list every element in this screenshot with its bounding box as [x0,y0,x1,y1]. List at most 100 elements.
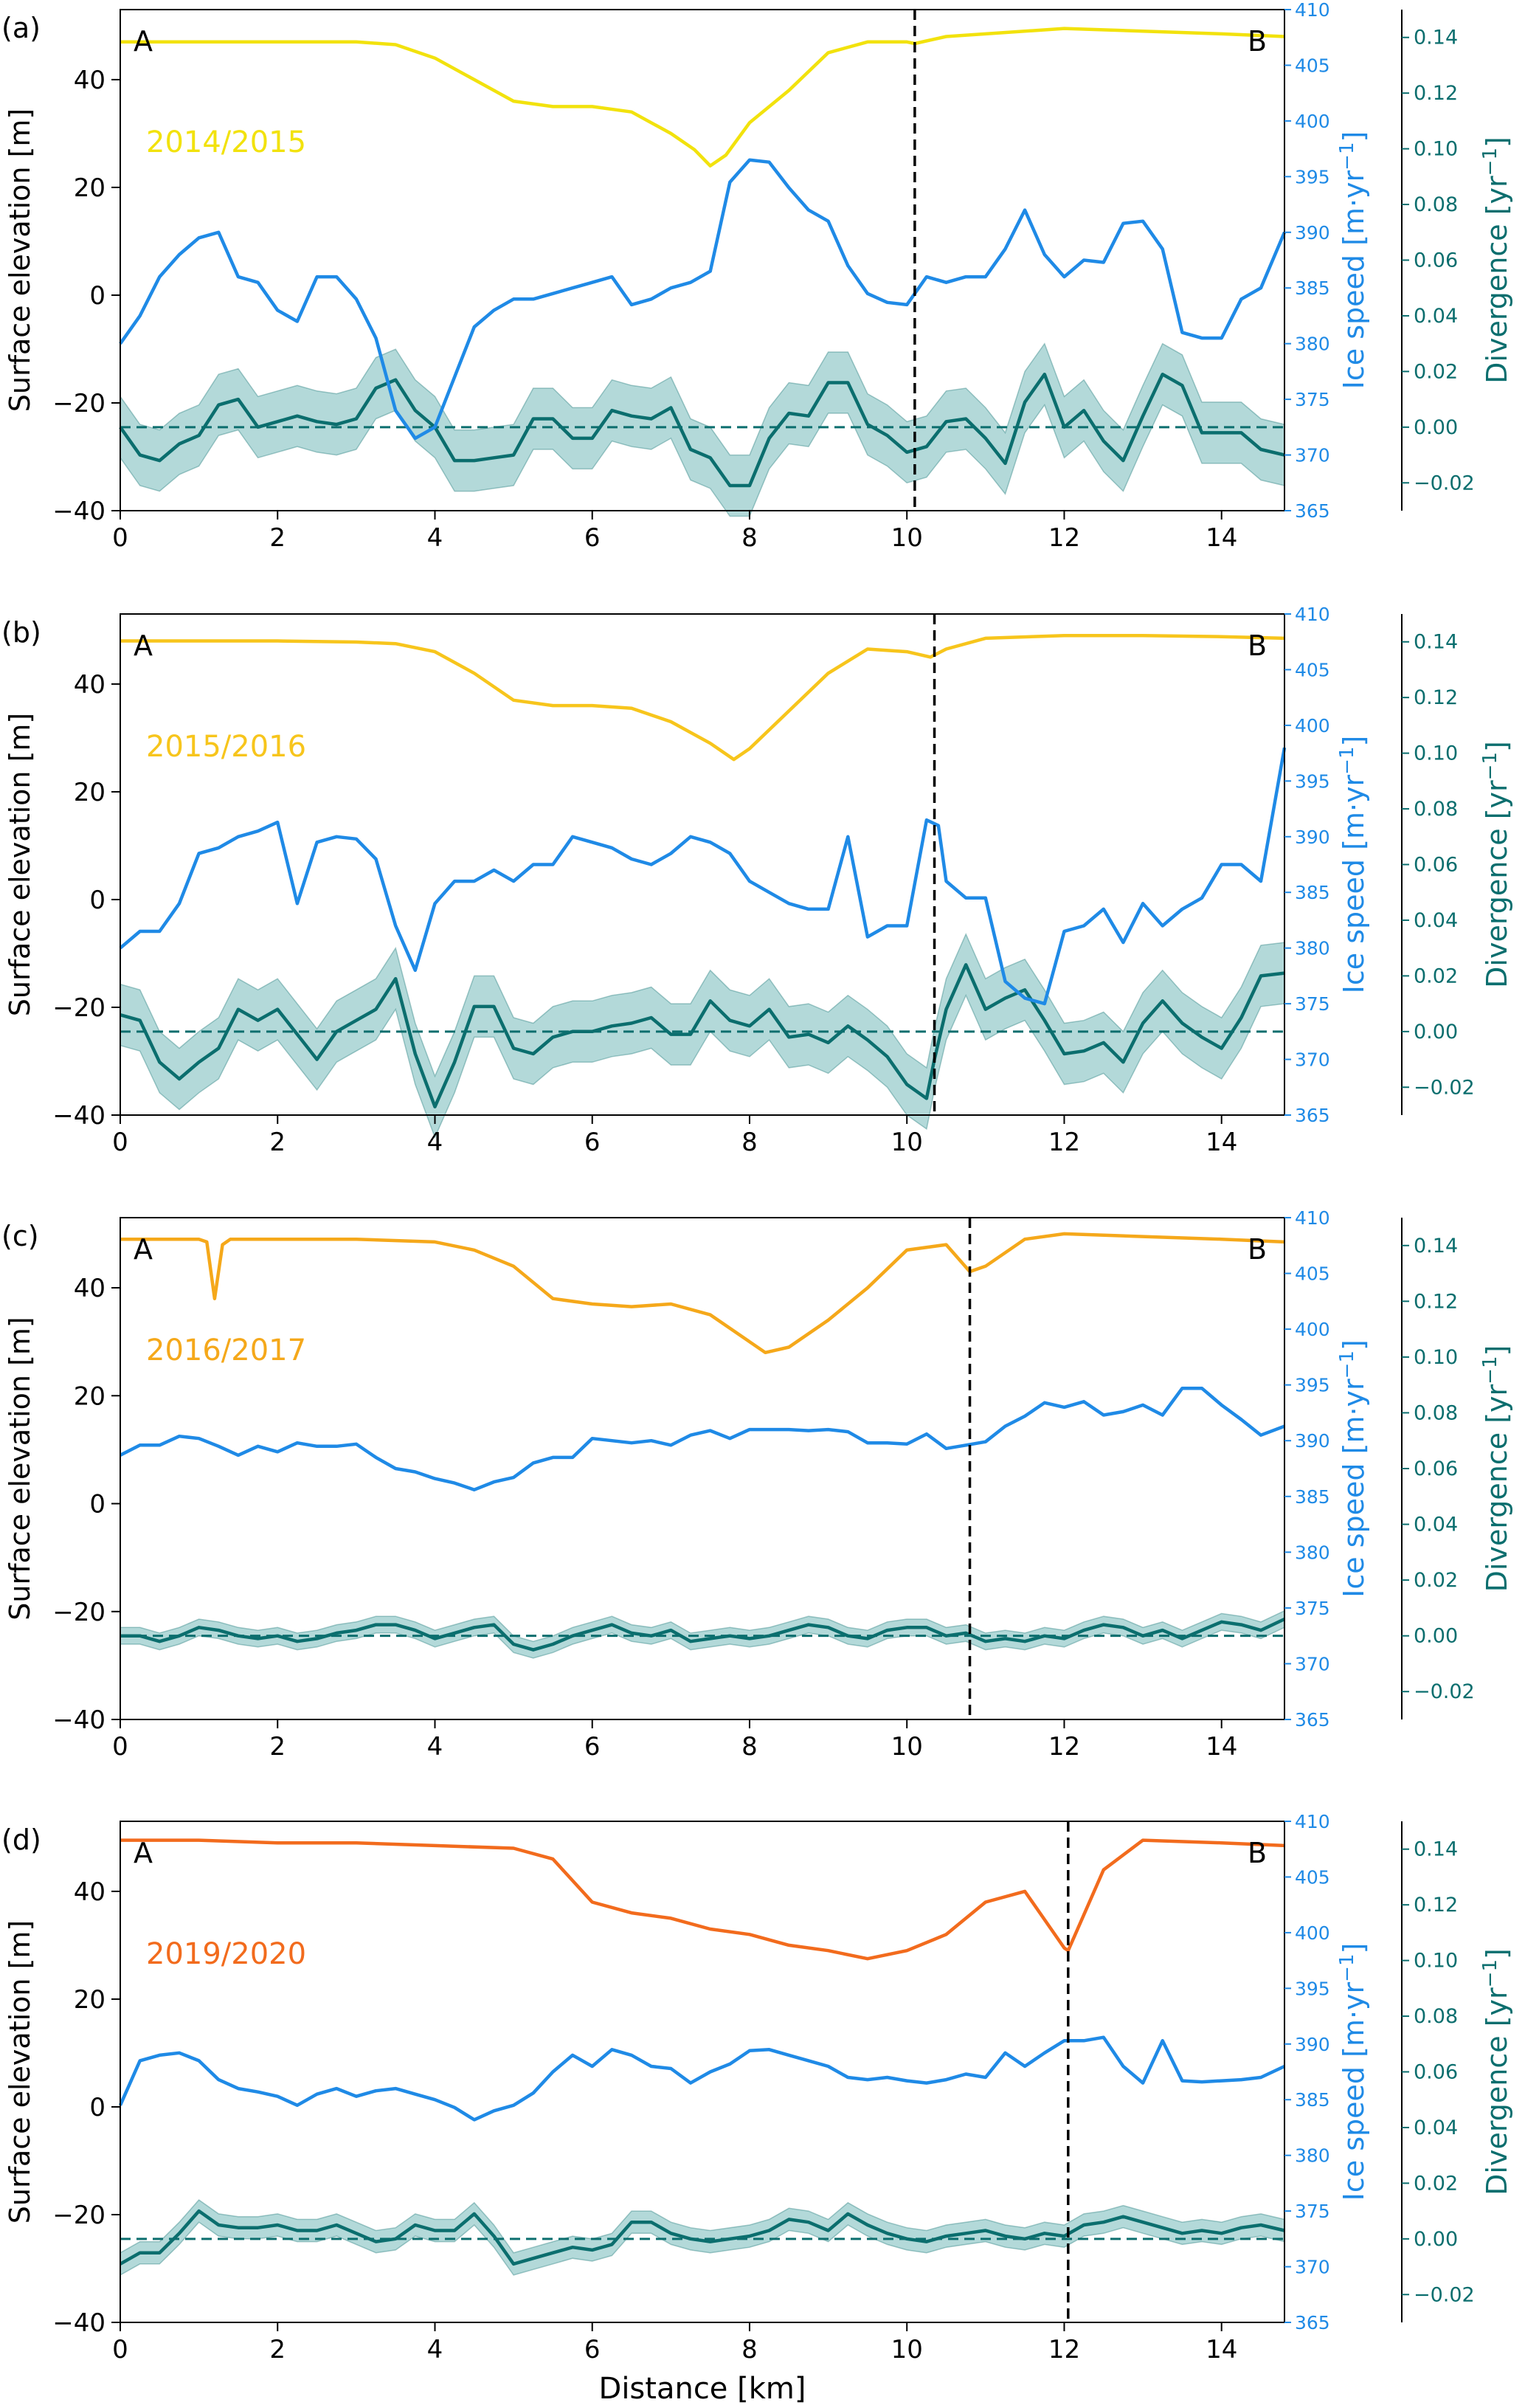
speed-tick-label: 365 [1295,1105,1330,1126]
x-tick-label: 4 [427,523,443,553]
speed-tick-label: 400 [1295,1319,1330,1340]
elevation-tick-label: 40 [74,1877,106,1907]
speed-tick-label: 365 [1295,2312,1330,2333]
x-tick-label: 4 [427,1128,443,1157]
speed-axis-title-exponent: −1 [1336,1954,1358,1982]
divergence-line [120,963,1285,1108]
elevation-tick-label: −20 [52,993,106,1023]
speed-axis-title: Ice speed [m·yr−1] [1336,1339,1370,1598]
divergence-tick-label: 0.04 [1414,2117,1458,2139]
speed-axis-title: Ice speed [m·yr−1] [1336,131,1370,390]
speed-axis-title-main: Ice speed [m·yr [1338,170,1370,389]
speed-axis-title-close: ] [1338,1943,1370,1954]
speed-tick-label: 370 [1295,445,1330,466]
divergence-tick-label: 0.10 [1414,1346,1458,1369]
speed-axis-title-exponent: −1 [1336,1350,1358,1379]
divergence-axis-title: Divergence [yr−1] [1479,741,1513,988]
divergence-tick-label: 0.02 [1414,965,1458,987]
speed-tick-label: 365 [1295,1709,1330,1731]
elevation-tick-label: 40 [74,670,106,700]
panel-label: (b) [1,616,41,649]
divergence-tick-label: 0.14 [1414,1838,1458,1861]
speed-axis-title-exponent: −1 [1336,747,1358,775]
point-b-label: B [1248,25,1267,58]
divergence-axis-title-exponent: −1 [1479,1356,1501,1384]
speed-tick-label: 380 [1295,938,1330,959]
speed-tick-label: 385 [1295,277,1330,299]
x-tick-label: 12 [1048,2335,1080,2364]
x-tick-label: 10 [891,523,923,553]
elevation-tick-label: 0 [89,281,106,311]
x-tick-label: 0 [112,2335,128,2364]
divergence-tick-label: 0.06 [1414,249,1458,272]
elevation-axis-title: Surface elevation [m] [4,713,36,1016]
elevation-tick-label: 40 [74,1274,106,1303]
speed-tick-label: 395 [1295,166,1330,187]
speed-tick-label: 370 [1295,2257,1330,2278]
speed-tick-label: 395 [1295,770,1330,792]
ice-speed-line [119,747,1287,1006]
divergence-tick-label: 0.06 [1414,854,1458,877]
divergence-tick-label: 0.02 [1414,1569,1458,1592]
divergence-tick-label: 0.14 [1414,631,1458,654]
x-tick-label: 6 [584,523,601,553]
x-tick-label: 12 [1048,1128,1080,1157]
elevation-tick-label: −40 [52,497,106,526]
plot-frame [120,1821,1285,2323]
speed-axis-title: Ice speed [m·yr−1] [1336,1943,1370,2201]
panel-c: 0 2 4 6 8 10 12 14 −40 −20 0 20 40 365 370 375 380 385 390… [1,1207,1513,1762]
speed-tick-label: 390 [1295,1430,1330,1452]
speed-axis-title-main: Ice speed [m·yr [1338,1981,1370,2201]
divergence-axis-title: Divergence [yr−1] [1479,1948,1513,2195]
ice-speed-line [119,1386,1285,1491]
x-tick-label: 8 [741,1732,758,1762]
divergence-tick-label: 0.00 [1414,416,1458,439]
year-label: 2014/2015 [146,125,306,159]
elevation-tick-label: 20 [74,1381,106,1411]
speed-axis-title-close: ] [1338,736,1370,747]
panel-label: (d) [1,1824,41,1856]
speed-tick-label: 405 [1295,1263,1330,1285]
x-tick-label: 4 [427,1732,443,1762]
x-axis-title: Distance [km] [599,2372,806,2406]
speed-tick-label: 395 [1295,1978,1330,1999]
divergence-tick-label: 0.06 [1414,1457,1458,1480]
divergence-tick-label: 0.08 [1414,193,1458,216]
x-tick-label: 4 [427,2335,443,2364]
divergence-tick-label: 0.04 [1414,909,1458,932]
speed-axis-title-main: Ice speed [m·yr [1338,1379,1370,1598]
divergence-uncertainty-band [120,2198,1285,2277]
divergence-tick-label: 0.12 [1414,82,1458,105]
x-tick-label: 14 [1206,2335,1237,2364]
x-tick-label: 2 [269,523,286,553]
divergence-uncertainty-band [120,342,1285,517]
divergence-axis-title: Divergence [yr−1] [1479,137,1513,384]
x-tick-label: 0 [112,523,128,553]
divergence-axis-title-main: Divergence [yr [1481,1987,1513,2195]
elevation-tick-label: −40 [52,1705,106,1735]
surface-elevation-line [120,27,1285,168]
speed-axis-title-main: Ice speed [m·yr [1338,774,1370,993]
elevation-tick-label: −20 [52,1598,106,1627]
divergence-tick-label: 0.08 [1414,2005,1458,2028]
ice-speed-line [119,158,1287,441]
divergence-tick-label: 0.10 [1414,742,1458,765]
divergence-line [119,2209,1285,2266]
x-tick-label: 8 [741,2335,758,2364]
speed-tick-label: 375 [1295,389,1330,410]
divergence-tick-label: 0.00 [1414,1021,1458,1043]
elevation-tick-label: −20 [52,2201,106,2230]
divergence-line [120,1617,1285,1652]
elevation-tick-label: 0 [89,2093,106,2122]
divergence-tick-label: 0.12 [1414,1894,1458,1917]
x-tick-label: 10 [891,1732,923,1762]
elevation-axis-title: Surface elevation [m] [4,1920,36,2224]
speed-tick-label: 400 [1295,111,1330,132]
elevation-tick-label: 0 [89,1490,106,1519]
panel-label: (a) [1,12,41,44]
elevation-tick-label: 20 [74,173,106,203]
point-a-label: A [134,1837,153,1869]
panel-b: 0 2 4 6 8 10 12 14 −40 −20 0 20 40 365 370 375 380 385 390… [1,604,1513,1157]
divergence-axis-title-exponent: −1 [1479,1959,1501,1987]
